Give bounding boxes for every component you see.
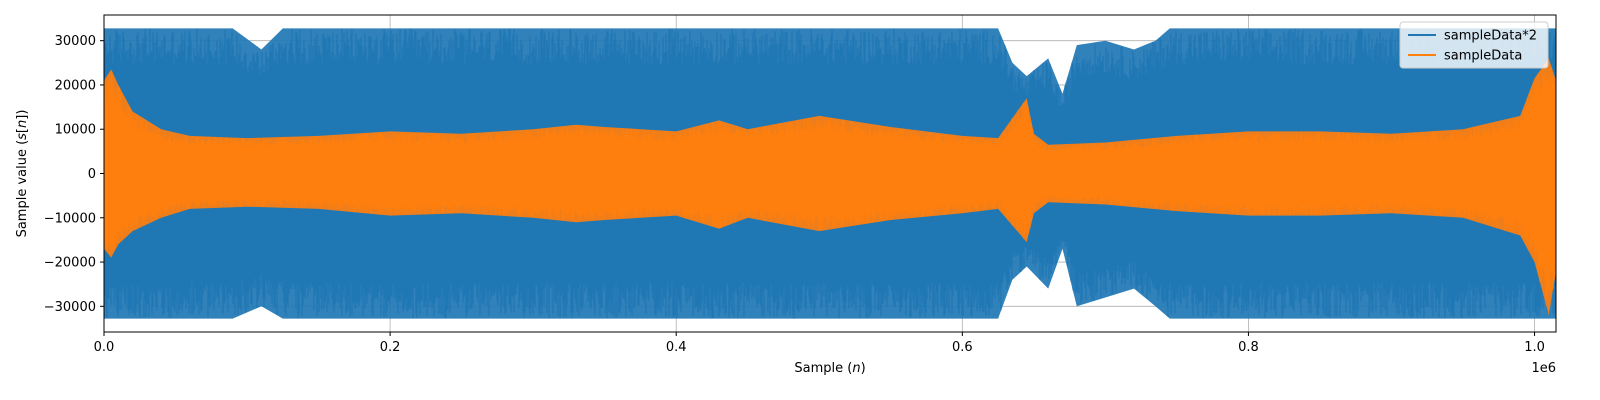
x-tick-label: 0.8 <box>1238 340 1259 355</box>
legend-label: sampleData <box>1444 49 1522 64</box>
y-tick-label: 30000 <box>55 34 96 49</box>
x-axis-label-var: n <box>852 361 860 376</box>
y-axis-label-var: n <box>15 120 30 128</box>
x-axis-label-part: Sample ( <box>794 361 852 376</box>
y-axis: 30000 20000 10000 0 −10000 −20000 −30000 <box>44 34 104 315</box>
legend-item: sampleData <box>1408 49 1522 64</box>
series-layer <box>104 28 1556 319</box>
x-axis-label-part: ) <box>861 361 866 376</box>
legend-box <box>1399 21 1549 69</box>
y-tick-label: −10000 <box>44 211 96 226</box>
y-tick-label: −20000 <box>44 256 96 271</box>
y-axis-label-var: s <box>15 133 30 140</box>
legend: sampleData*2 sampleData <box>1399 21 1549 69</box>
x-axis-label: Sample (n) <box>794 361 865 376</box>
y-tick-label: 10000 <box>55 123 96 138</box>
x-tick-label: 0.0 <box>94 340 115 355</box>
x-tick-label: 0.4 <box>666 340 687 355</box>
x-tick-label: 0.6 <box>952 340 973 355</box>
y-axis-label-part: ]) <box>15 110 30 120</box>
y-axis-label-part: [ <box>15 128 30 133</box>
x-axis: 0.0 0.2 0.4 0.6 0.8 1.0 <box>94 332 1545 355</box>
y-tick-label: 20000 <box>55 78 96 93</box>
x-tick-label: 0.2 <box>380 340 401 355</box>
series-sampledata <box>104 58 1556 316</box>
y-tick-label: 0 <box>88 167 96 182</box>
x-offset-label: 1e6 <box>1531 361 1556 376</box>
y-axis-label-part: Sample value ( <box>15 140 30 238</box>
x-tick-label: 1.0 <box>1524 340 1545 355</box>
y-axis-label: Sample value (s[n]) <box>15 110 30 238</box>
y-tick-label: −30000 <box>44 300 96 315</box>
legend-item: sampleData*2 <box>1408 29 1537 44</box>
legend-label: sampleData*2 <box>1444 29 1537 44</box>
series-line <box>104 66 1556 298</box>
plot-area <box>103 14 1557 333</box>
